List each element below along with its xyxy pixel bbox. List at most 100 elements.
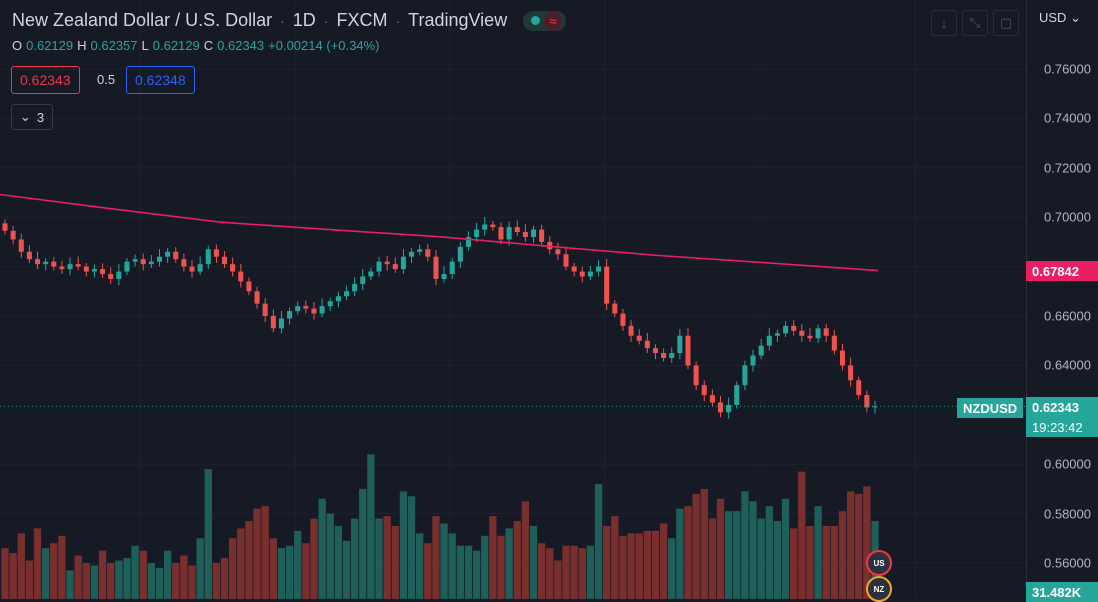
volume-bar	[66, 570, 74, 599]
volume-bar	[220, 558, 229, 599]
candle-body	[222, 256, 228, 265]
candle-body	[108, 274, 114, 279]
candle-body	[148, 261, 154, 265]
volume-bar	[294, 530, 302, 599]
candle-body	[43, 261, 49, 265]
interval-label[interactable]: 1D	[292, 10, 316, 30]
candle-body	[742, 365, 748, 386]
candle-body	[864, 395, 870, 408]
candle-body	[392, 264, 398, 270]
candle-body	[124, 261, 130, 272]
candle-body	[400, 256, 406, 270]
volume-bar	[594, 483, 603, 599]
volume-bar	[635, 533, 643, 599]
volume-bar	[407, 496, 416, 599]
moving-average-tag: 0.67842	[1026, 261, 1098, 281]
candle-body	[189, 266, 195, 272]
currency-selector[interactable]: USD ⌄	[1039, 10, 1081, 26]
separator: ·	[280, 12, 285, 29]
indicators-toggle-button[interactable]: ⌄ 3	[11, 104, 53, 130]
candle-body	[685, 335, 691, 366]
candle-body	[287, 311, 293, 319]
volume-bar	[846, 491, 855, 599]
volume-bar	[863, 486, 871, 599]
currency-label: USD	[1039, 10, 1067, 25]
volume-bar	[619, 535, 627, 599]
volume-bar	[529, 525, 538, 599]
volume-bar	[781, 498, 790, 599]
symbol-name[interactable]: New Zealand Dollar / U.S. Dollar	[12, 10, 273, 30]
volume-bar	[33, 528, 42, 599]
candle-body	[856, 380, 862, 396]
candle-body	[181, 259, 187, 267]
candle-body	[807, 335, 813, 339]
candle-body	[563, 254, 569, 267]
spread-value: 0.5	[97, 72, 116, 87]
candle-body	[783, 325, 789, 334]
source-label: TradingView	[408, 10, 508, 30]
candle-body	[604, 266, 610, 304]
screenshot-icon[interactable]: ▢	[993, 10, 1019, 36]
candle-body	[612, 303, 618, 314]
candle-body	[311, 308, 317, 314]
sell-button[interactable]: 0.62343	[11, 66, 80, 94]
candle-body	[514, 227, 520, 233]
candle-body	[652, 348, 658, 354]
arrow-down-icon[interactable]: ↓	[931, 10, 957, 36]
volume-bar	[692, 493, 700, 599]
volume-bar	[489, 516, 497, 599]
volume-bar	[261, 506, 269, 599]
market-status-pill[interactable]: ≈	[523, 10, 566, 31]
us-flag-event-icon[interactable]: US	[866, 550, 892, 576]
volume-bar	[416, 533, 424, 599]
price-scale[interactable]: 0.760000.740000.720000.700000.680000.660…	[1026, 0, 1098, 599]
candle-body	[799, 330, 805, 336]
nz-flag-event-icon[interactable]: NZ	[866, 576, 892, 602]
volume-bar	[334, 525, 343, 599]
candle-body	[100, 269, 106, 275]
candle-body	[498, 227, 504, 240]
candle-body	[360, 276, 366, 284]
last-price-tag: 0.62343	[1026, 397, 1098, 417]
collapse-icon[interactable]: ⤡	[962, 10, 988, 36]
high-value: 0.62357	[90, 38, 138, 53]
volume-bar	[245, 521, 253, 599]
candle-body	[2, 223, 8, 231]
volume-bar	[464, 545, 473, 599]
volume-bar	[58, 535, 66, 599]
volume-bar	[326, 513, 334, 599]
candle-body	[579, 271, 585, 277]
volume-bar	[521, 501, 530, 599]
price-chart[interactable]	[0, 0, 1026, 599]
candle-body	[67, 264, 73, 270]
volume-bar	[383, 516, 391, 599]
volume-bar	[578, 548, 586, 599]
price-tick-label: 0.70000	[1044, 209, 1091, 225]
candle-body	[555, 249, 561, 255]
candle-body	[10, 230, 16, 240]
candle-body	[425, 249, 431, 257]
close-label: C	[203, 38, 214, 53]
volume-bar	[814, 506, 822, 599]
volume-bar	[139, 550, 147, 599]
volume-bar	[115, 560, 123, 599]
volume-bar	[375, 518, 383, 599]
buy-button[interactable]: 0.62348	[126, 66, 195, 94]
candle-body	[26, 251, 32, 260]
volume-bar	[302, 543, 310, 599]
candle-body	[156, 256, 163, 262]
volume-bar	[651, 530, 660, 599]
candle-body	[295, 306, 301, 312]
change-value: +0.00214 (+0.34%)	[268, 38, 380, 53]
candle-body	[197, 264, 203, 272]
volume-bar	[716, 498, 725, 599]
volume-bar	[733, 511, 741, 599]
candle-body	[701, 385, 707, 396]
volume-bar	[196, 538, 204, 599]
candle-body	[506, 227, 512, 240]
volume-bar	[350, 518, 359, 599]
volume-bar	[188, 565, 196, 599]
candle-body	[490, 224, 496, 228]
candle-body	[522, 232, 528, 237]
candle-body	[417, 249, 423, 252]
